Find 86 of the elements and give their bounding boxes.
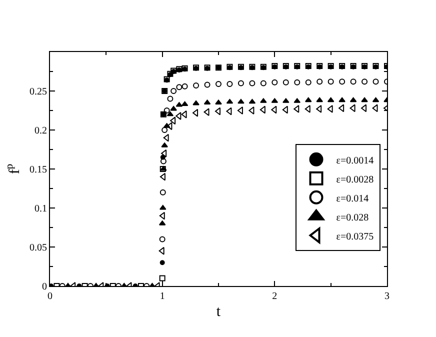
point — [327, 97, 334, 102]
point — [226, 80, 233, 87]
point — [272, 79, 278, 86]
point — [305, 79, 312, 86]
point — [237, 106, 243, 114]
point — [160, 172, 166, 181]
y-tick-label: 0.15 — [30, 164, 47, 176]
point — [192, 100, 200, 106]
point — [226, 98, 234, 104]
point — [181, 110, 187, 118]
point — [350, 97, 357, 102]
point — [304, 104, 310, 113]
point — [260, 106, 266, 114]
point — [294, 104, 300, 113]
point — [164, 108, 170, 114]
point — [238, 98, 244, 104]
x-tick-label: 2 — [272, 291, 278, 302]
point — [162, 127, 168, 133]
point — [294, 79, 300, 86]
point — [192, 108, 198, 117]
point — [282, 106, 288, 114]
point — [260, 98, 267, 103]
x-tick-label: 3 — [384, 291, 390, 302]
point — [170, 106, 177, 111]
legend-label: ε=0.0014 — [336, 155, 374, 166]
point — [338, 97, 346, 102]
point — [193, 82, 200, 89]
point — [215, 100, 222, 104]
point — [372, 78, 379, 85]
y-tick-label: 0.2 — [34, 126, 47, 136]
point — [362, 78, 368, 85]
point — [304, 97, 312, 102]
point — [316, 97, 323, 102]
point — [160, 205, 166, 210]
point — [260, 80, 266, 86]
point — [372, 97, 380, 102]
point — [248, 98, 256, 104]
point — [226, 107, 232, 116]
point — [159, 212, 165, 220]
point — [163, 134, 169, 142]
point — [166, 111, 174, 116]
point — [316, 104, 322, 113]
point — [161, 149, 167, 158]
point — [361, 104, 367, 112]
y-tick-label: 0 — [42, 282, 47, 292]
point — [170, 116, 176, 125]
y-tick-label: 0.1 — [34, 204, 47, 214]
point — [160, 260, 165, 266]
legend-label: ε=0.0375 — [336, 231, 374, 242]
point — [161, 142, 168, 148]
y-tick-label: 0.05 — [30, 242, 47, 254]
point — [160, 189, 166, 196]
y-tick-label: 0.25 — [30, 86, 47, 98]
point — [159, 236, 166, 242]
point — [350, 78, 356, 85]
legend-label: ε=0.028 — [336, 212, 369, 224]
point — [160, 158, 166, 164]
point — [327, 104, 333, 113]
point — [316, 78, 323, 85]
point — [204, 82, 210, 88]
point — [170, 88, 177, 94]
point — [238, 80, 244, 86]
point — [249, 80, 256, 86]
point — [176, 84, 182, 90]
legend-label: ε=0.0028 — [336, 174, 374, 186]
point — [282, 79, 289, 86]
x-tick-label: 1 — [160, 291, 165, 302]
point — [182, 83, 188, 90]
point — [350, 104, 356, 112]
point — [216, 80, 222, 87]
point — [361, 97, 368, 102]
point — [176, 112, 182, 120]
point — [248, 106, 254, 114]
point — [158, 246, 164, 255]
point — [159, 275, 166, 282]
x-axis-title: t — [216, 304, 222, 320]
point — [282, 98, 290, 103]
point — [167, 96, 174, 102]
point — [338, 104, 344, 112]
point — [204, 108, 210, 116]
point — [339, 78, 346, 85]
point — [372, 104, 378, 112]
point — [181, 101, 188, 106]
legend-label: ε=0.014 — [336, 193, 369, 204]
point — [271, 106, 277, 114]
point — [328, 78, 334, 85]
